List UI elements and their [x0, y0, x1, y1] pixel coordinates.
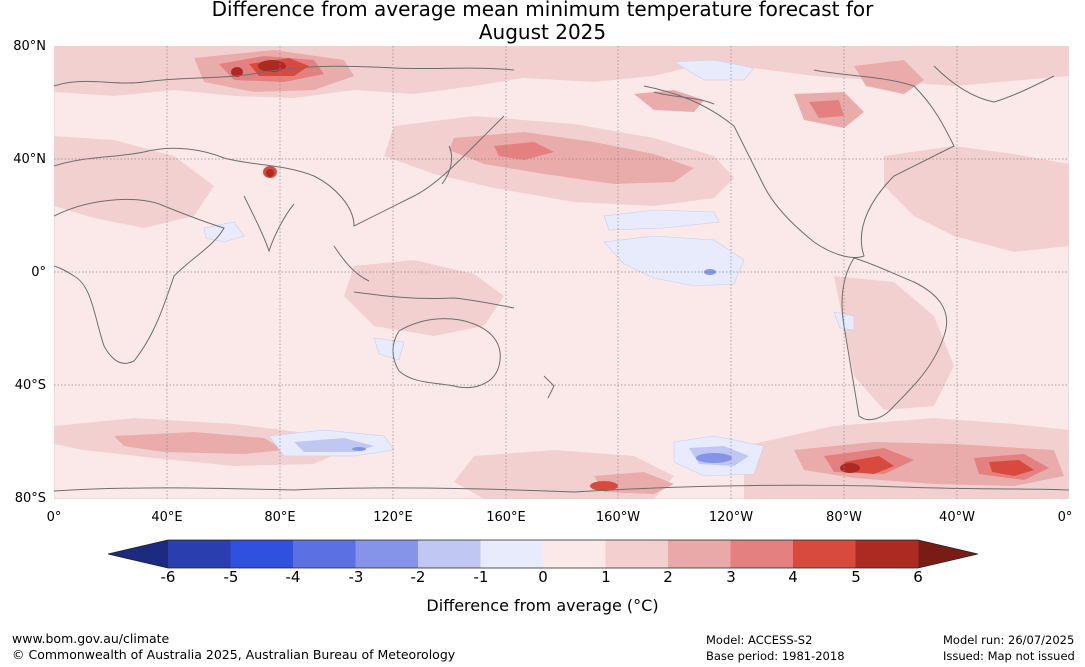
colorbar-swatch	[168, 540, 231, 568]
colorbar-swatch	[668, 540, 731, 568]
lat-label-80n: 80°N	[13, 39, 46, 54]
colorbar-swatch	[605, 540, 669, 568]
colorbar-swatch	[543, 540, 606, 568]
colorbar-swatch	[480, 540, 544, 568]
lon-label-160w: 160°W	[595, 510, 641, 525]
colorbar-tick: 0	[538, 568, 548, 586]
footer-copyright: © Commonwealth of Australia 2025, Austra…	[12, 647, 456, 662]
anomaly-5-6	[231, 60, 860, 473]
map-title: Difference from average mean minimum tem…	[0, 0, 1085, 44]
colorbar-swatch	[793, 540, 856, 568]
footer-url: www.bom.gov.au/climate	[12, 631, 170, 646]
lon-label-160e: 160°E	[486, 510, 526, 525]
title-line-1: Difference from average mean minimum tem…	[211, 0, 874, 21]
colorbar-swatch	[230, 540, 294, 568]
colorbar-tick: 4	[788, 568, 798, 586]
colorbar	[107, 539, 979, 569]
lon-label-80e: 80°E	[264, 510, 296, 525]
footer-left: www.bom.gov.au/climate © Commonwealth of…	[12, 631, 455, 663]
colorbar-arrow-high	[918, 540, 978, 568]
lat-label-0: 0°	[31, 265, 46, 280]
lon-label-0-left: 0°	[46, 510, 62, 525]
colorbar-tick: -1	[473, 568, 489, 586]
colorbar-swatch	[418, 540, 481, 568]
colorbar-swatch	[855, 540, 919, 568]
lon-label-120e: 120°E	[373, 510, 413, 525]
colorbar-swatch	[293, 540, 356, 568]
lat-label-40s: 40°S	[14, 378, 46, 393]
footer-model: Model: ACCESS-S2	[706, 633, 813, 647]
footer-model-info: Model: ACCESS-S2 Base period: 1981-2018	[706, 632, 845, 664]
colorbar-tick: 1	[601, 568, 611, 586]
title-line-2: August 2025	[478, 20, 607, 44]
footer-base-period: Base period: 1981-2018	[706, 649, 845, 663]
lon-label-0-right: 0°	[1057, 510, 1073, 525]
lat-label-40n: 40°N	[13, 152, 46, 167]
coastlines	[54, 65, 1069, 493]
graticule	[54, 46, 1069, 499]
colorbar-tick: 5	[851, 568, 861, 586]
anomaly-neg-3-2	[352, 269, 732, 463]
colorbar-tick: 6	[913, 568, 923, 586]
colorbar-swatch	[730, 540, 794, 568]
colorbar-swatch	[355, 540, 419, 568]
lat-label-80s: 80°S	[14, 491, 46, 506]
colorbar-arrow-low	[108, 540, 168, 568]
footer-run-info: Model run: 26/07/2025 Issued: Map not is…	[943, 632, 1075, 664]
forecast-map	[54, 46, 1069, 499]
colorbar-tick: -2	[410, 568, 426, 586]
colorbar-tick: 3	[726, 568, 736, 586]
colorbar-tick: 2	[663, 568, 673, 586]
colorbar-tick: -6	[160, 568, 176, 586]
colorbar-tick: -4	[285, 568, 301, 586]
footer-issued: Issued: Map not issued	[943, 649, 1075, 663]
lon-label-40e: 40°E	[151, 510, 183, 525]
colorbar-tick: -5	[223, 568, 239, 586]
lon-label-80w: 80°W	[826, 510, 862, 525]
colorbar-title: Difference from average (°C)	[426, 596, 659, 615]
lon-label-40w: 40°W	[939, 510, 975, 525]
footer-model-run: Model run: 26/07/2025	[943, 633, 1075, 647]
lon-label-120w: 120°W	[708, 510, 754, 525]
colorbar-tick: -3	[348, 568, 364, 586]
